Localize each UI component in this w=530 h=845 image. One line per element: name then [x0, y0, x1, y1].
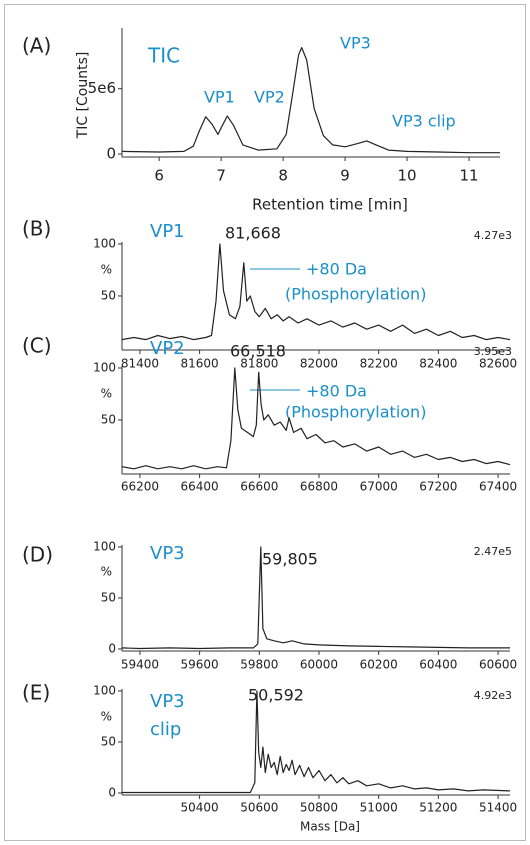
y-tick-label: 0 [106, 144, 116, 162]
spectrum-line [121, 546, 510, 650]
spectrum-line [121, 47, 500, 154]
x-tick-label: 82400 [419, 357, 457, 371]
x-tick-label: 9 [340, 167, 350, 185]
intensity-scale: 4.27e3 [474, 229, 512, 242]
x-tick-label: 66800 [300, 480, 338, 494]
x-tick-label: 60000 [300, 658, 338, 672]
x-axis-label: Mass [Da] [300, 820, 360, 834]
panel-title: VP1 [150, 221, 185, 242]
x-tick-label: 67400 [479, 480, 517, 494]
y-unit: % [101, 263, 112, 277]
x-tick-label: 81600 [181, 357, 219, 371]
x-tick-label: 6 [154, 167, 164, 185]
x-tick-label: 60400 [419, 658, 457, 672]
x-tick-label: 60200 [360, 658, 398, 672]
panel-title: VP3 [150, 543, 185, 564]
annotation: +80 Da [306, 382, 367, 401]
x-tick-label: 66600 [240, 480, 278, 494]
intensity-scale: 4.92e3 [474, 689, 512, 702]
x-tick-label: 66200 [121, 480, 159, 494]
panel-label: (E) [22, 681, 50, 705]
annotation: VP3 clip [392, 112, 456, 131]
x-tick-label: 82200 [360, 357, 398, 371]
x-tick-label: 82000 [300, 357, 338, 371]
y-tick-label: 50 [101, 412, 116, 426]
y-tick-label: 0 [108, 785, 116, 799]
x-tick-label: 59400 [121, 658, 159, 672]
y-tick-label: 0 [108, 641, 116, 655]
x-tick-label: 67000 [360, 480, 398, 494]
y-tick-label: 50 [101, 288, 116, 302]
x-tick-label: 11 [459, 167, 478, 185]
y-tick-label: 100 [93, 684, 116, 698]
y-unit: % [101, 387, 112, 401]
y-tick-label: 50 [101, 734, 116, 748]
panel-title: VP3 [150, 691, 185, 712]
annotation: +80 Da [306, 260, 367, 279]
panel-label: (D) [22, 543, 53, 567]
spectrum-line [121, 243, 511, 341]
x-tick-label: 59800 [240, 658, 278, 672]
x-tick-label: 7 [216, 167, 226, 185]
y-unit: % [101, 565, 112, 579]
annotation: 50,592 [248, 686, 304, 705]
panel-title: TIC [147, 44, 180, 68]
annotation: VP1 [204, 88, 235, 107]
x-tick-label: 10 [398, 167, 417, 185]
y-tick-label: 100 [93, 237, 116, 251]
annotation: VP2 [254, 88, 285, 107]
x-tick-label: 66400 [181, 480, 219, 494]
panel-label: (B) [22, 217, 51, 241]
y-tick-label: 50 [101, 590, 116, 604]
x-tick-label: 81400 [121, 357, 159, 371]
spectrum-line [121, 367, 511, 470]
annotation: VP3 [340, 34, 371, 53]
x-tick-label: 51200 [419, 801, 457, 815]
y-tick-label: 5e6 [88, 79, 116, 97]
x-tick-label: 51000 [360, 801, 398, 815]
x-tick-label: 50600 [240, 801, 278, 815]
spectrum-line [122, 690, 511, 794]
annotation: (Phosphorylation) [285, 403, 426, 422]
panel-title: VP2 [150, 338, 185, 359]
x-tick-label: 67200 [419, 480, 457, 494]
x-tick-label: 60600 [479, 658, 517, 672]
x-tick-label: 50400 [181, 801, 219, 815]
frame [4, 4, 526, 841]
y-unit: % [101, 710, 112, 724]
annotation: 81,668 [225, 224, 281, 243]
x-tick-label: 51400 [479, 801, 517, 815]
panel-label: (A) [22, 34, 51, 58]
x-tick-label: 8 [278, 167, 288, 185]
y-axis-label: TIC [Counts] [75, 52, 91, 140]
panel-title: clip [150, 719, 181, 740]
intensity-scale: 2.47e5 [474, 545, 512, 558]
annotation: 59,805 [262, 550, 318, 569]
y-tick-label: 100 [93, 361, 116, 375]
intensity-scale: 3.95e3 [474, 345, 512, 358]
x-tick-label: 59600 [181, 658, 219, 672]
annotation: (Phosphorylation) [285, 285, 426, 304]
panel-label: (C) [22, 334, 52, 358]
x-tick-label: 81800 [240, 357, 278, 371]
x-axis-label: Retention time [min] [252, 196, 408, 214]
y-tick-label: 100 [93, 540, 116, 554]
annotation: 66,518 [230, 342, 286, 361]
x-tick-label: 82600 [479, 357, 517, 371]
x-tick-label: 50800 [300, 801, 338, 815]
